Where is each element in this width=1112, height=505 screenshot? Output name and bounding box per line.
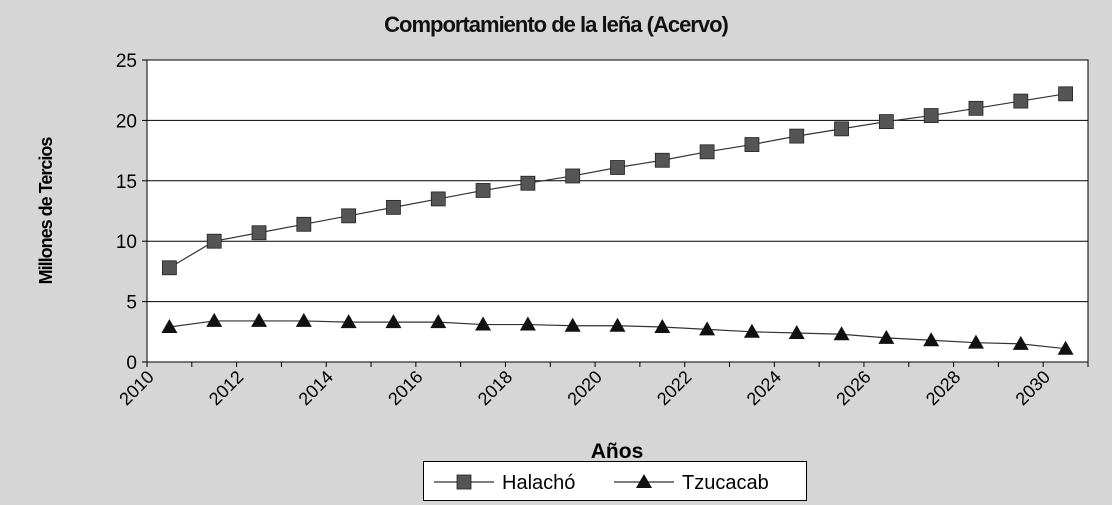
data-point [295, 312, 312, 327]
data-point [296, 216, 312, 232]
data-point [520, 175, 536, 191]
data-point [699, 144, 715, 160]
y-axis-ticks: 0 5 10 15 20 25 [116, 51, 147, 374]
series-halach- [162, 86, 1073, 276]
data-point [834, 121, 849, 137]
legend-marker [456, 474, 472, 490]
data-point [833, 326, 850, 341]
data-point [519, 316, 536, 331]
legend-label: Halachó [502, 472, 575, 494]
data-point [475, 183, 491, 198]
data-point [1057, 340, 1074, 355]
x-tick-label: 2020 [563, 367, 605, 409]
data-point [744, 137, 760, 152]
y-axis-label: Millones de Tercios [36, 137, 56, 285]
y-tick-label: 10 [116, 232, 137, 253]
data-point [385, 314, 402, 329]
legend-entry: Tzucacab [614, 472, 769, 494]
x-tick-label: 2010 [115, 367, 157, 409]
data-point [609, 317, 626, 332]
data-point [654, 152, 670, 168]
data-point [878, 114, 894, 130]
data-point [968, 100, 984, 116]
y-tick-label: 15 [116, 172, 137, 193]
x-tick-label: 2028 [922, 367, 964, 409]
legend-label: Tzucacab [682, 472, 769, 494]
x-axis-ticks: 2010 2012 2014 2016 2018 2020 2022 2024 2026 2028… [115, 362, 1089, 409]
data-point [251, 312, 268, 327]
data-point [1013, 93, 1029, 109]
data-point [1012, 335, 1029, 350]
x-axis-label: Años [591, 440, 644, 463]
y-tick-label: 0 [126, 353, 137, 374]
x-tick-label: 2030 [1012, 367, 1054, 409]
data-point [161, 318, 178, 333]
data-point [789, 128, 805, 144]
series-group [161, 86, 1074, 355]
data-point [162, 260, 177, 276]
data-point [923, 332, 940, 347]
data-point [341, 208, 357, 224]
data-point [430, 314, 447, 329]
data-point [743, 323, 760, 338]
data-point [788, 325, 805, 340]
legend-items: Halachó Tzucacab [434, 472, 769, 494]
data-point [340, 314, 357, 329]
data-point [699, 321, 716, 336]
data-point [564, 317, 581, 332]
data-point [654, 318, 671, 333]
x-tick-label: 2022 [653, 367, 695, 409]
legend-entry: Halachó [434, 472, 575, 494]
x-tick-label: 2026 [832, 367, 874, 409]
y-tick-label: 5 [126, 293, 137, 314]
x-tick-label: 2018 [474, 367, 516, 409]
plot-area [146, 59, 1089, 363]
x-tick-label: 2024 [743, 367, 785, 409]
legend: Halachó Tzucacab [423, 461, 807, 501]
data-point [430, 191, 446, 207]
series-tzucacab [161, 312, 1074, 355]
x-tick-label: 2012 [205, 367, 247, 409]
chart-title: Comportamiento de la leña (Acervo) [384, 12, 729, 37]
y-tick-label: 25 [116, 51, 137, 72]
data-point [206, 233, 222, 249]
data-point [967, 334, 984, 349]
data-point [610, 160, 625, 175]
data-point [565, 168, 581, 184]
data-point [386, 199, 401, 215]
y-tick-label: 20 [116, 111, 137, 132]
data-point [1058, 86, 1073, 102]
data-point [251, 225, 267, 241]
x-tick-label: 2016 [384, 367, 426, 409]
data-point [878, 329, 895, 344]
data-point [923, 108, 939, 123]
x-tick-label: 2014 [295, 367, 337, 409]
data-point [206, 312, 223, 327]
data-point [475, 316, 492, 331]
legend-marker [636, 474, 652, 488]
